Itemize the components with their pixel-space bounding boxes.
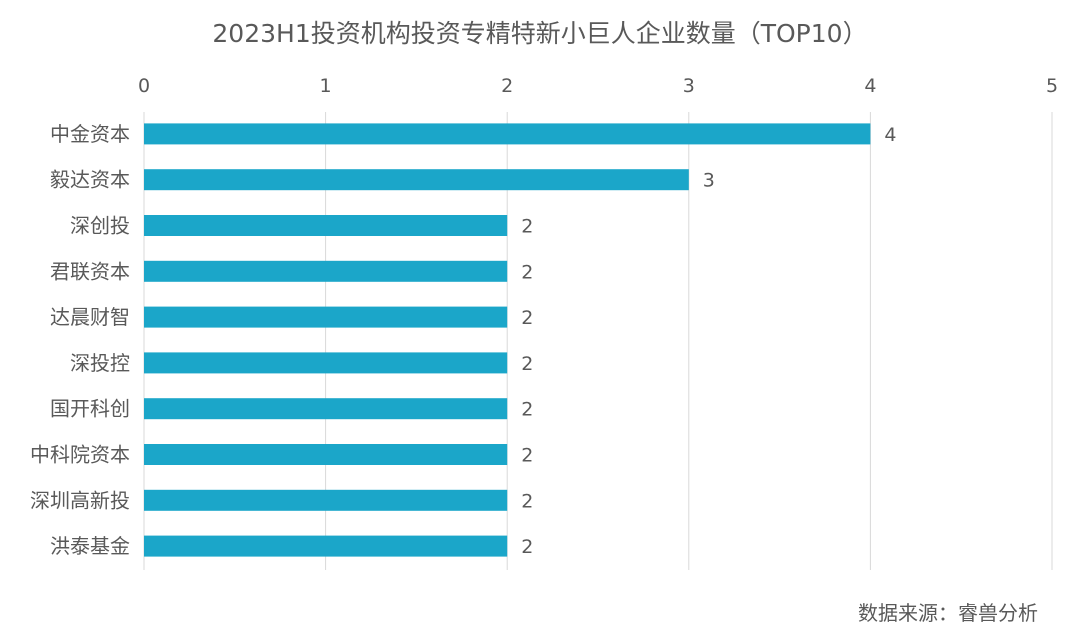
bar [144,123,871,145]
x-tick-label: 5 [1046,75,1058,97]
category-label: 达晨财智 [50,305,130,329]
source-note: 数据来源：睿兽分析 [858,601,1038,625]
x-tick-label: 0 [138,75,150,97]
bar [144,306,508,328]
bar [144,489,508,511]
category-label: 中科院资本 [30,443,130,467]
bar [144,535,508,557]
data-label: 2 [521,216,533,238]
category-label: 中金资本 [50,122,130,146]
data-label: 2 [521,261,533,283]
bar [144,398,508,420]
x-tick-label: 1 [320,75,332,97]
data-label: 2 [521,307,533,329]
category-label: 深圳高新投 [30,488,130,512]
category-label: 深创投 [70,214,130,238]
x-tick-label: 4 [864,75,876,97]
x-tick-label: 2 [501,75,513,97]
category-label: 君联资本 [50,259,130,283]
bar [144,215,508,236]
bar [144,352,508,374]
data-label: 2 [521,399,533,421]
data-label: 4 [884,124,896,146]
data-label: 2 [521,490,533,512]
chart-title: 2023H1投资机构投资专精特新小巨人企业数量（TOP10） [212,19,868,48]
x-tick-label: 3 [683,75,695,97]
bar [144,260,508,282]
category-label: 毅达资本 [50,168,130,192]
data-label: 3 [703,170,715,192]
bar [144,169,689,191]
category-label: 洪泰基金 [50,534,130,558]
data-label: 2 [521,445,533,467]
data-label: 2 [521,353,533,375]
data-label: 2 [521,536,533,558]
bar [144,444,508,465]
category-label: 深投控 [70,351,130,375]
category-label: 国开科创 [50,397,130,421]
